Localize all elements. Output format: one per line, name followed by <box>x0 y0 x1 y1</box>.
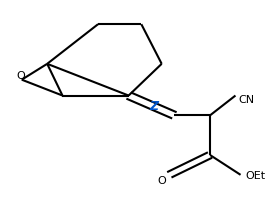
Text: OEt: OEt <box>246 170 266 180</box>
Text: O: O <box>157 175 166 185</box>
Text: CN: CN <box>238 94 254 104</box>
Text: Z: Z <box>150 99 159 112</box>
Text: O: O <box>16 70 25 80</box>
